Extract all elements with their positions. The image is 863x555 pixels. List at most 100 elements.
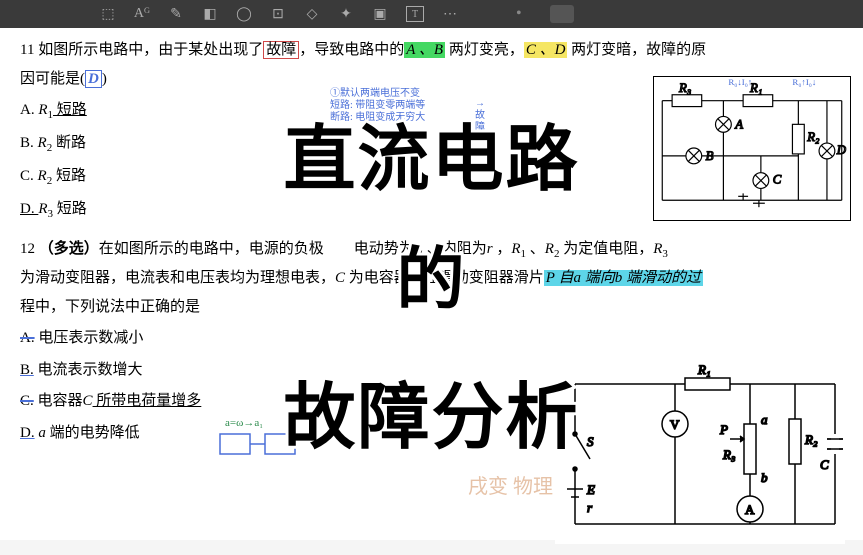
eraser-icon[interactable]: ◧ — [202, 6, 218, 22]
hl-cd: C 、D — [524, 42, 568, 58]
label-S: S — [587, 434, 594, 449]
opt-txt: 断路 — [52, 135, 86, 151]
dot-icon: • — [516, 5, 522, 23]
var-C: C — [335, 270, 345, 286]
opt-label: D. — [20, 425, 35, 441]
ann-sketch: a=ω→a₁ — [215, 414, 365, 474]
label-C: C — [773, 173, 782, 187]
label-C: C — [820, 457, 829, 472]
opt-label: B. — [20, 362, 34, 378]
opt-label: A. — [20, 330, 35, 346]
shapes-icon[interactable]: ◇ — [304, 6, 320, 22]
opt-r: R — [38, 168, 47, 184]
q12-text: 、 — [526, 241, 545, 257]
label-R2: R₂ — [804, 432, 818, 447]
ann-r02: R₀↑I₀↓ — [792, 77, 816, 87]
question-11: 11 如图所示电路中，由于某处出现了故障，导致电路中的A 、B 两灯变亮，C 、… — [20, 36, 843, 65]
q12-text: 程中，下列说法中正确的是 — [20, 299, 200, 315]
q12-text: 、内阻为 — [423, 241, 487, 257]
q12-line2: 为滑动变阻器，电流表和电压表均为理想电表，C 为电容器。在滑动变阻器滑片P 自a… — [20, 264, 843, 293]
label-R3: R₃ — [678, 81, 691, 95]
label-A: A — [734, 117, 743, 131]
label-E: E — [586, 482, 595, 497]
textbox-icon[interactable]: Aᴳ — [134, 6, 150, 22]
fault-box: 故障 — [263, 41, 299, 59]
ann-line: 短路: 带阻变零两端等 — [330, 100, 470, 112]
var-R1: R — [511, 241, 520, 257]
opt-label: A. — [20, 102, 38, 118]
opt-label: D. — [20, 201, 38, 217]
label-D: D — [836, 143, 847, 157]
label-R2: R₂ — [806, 130, 820, 144]
q11-text: ，导致电路中的 — [299, 42, 404, 58]
q12-option-a: A. 电压表示数减小 — [20, 324, 843, 353]
q12-text: 为定值电阻， — [559, 241, 653, 257]
label-a: a — [761, 412, 768, 427]
q12-multi: （多选） — [39, 241, 99, 257]
label-b: b — [761, 470, 768, 485]
ann-line: ①默认两端电压不变 — [330, 88, 470, 100]
q12-text: ， — [493, 241, 512, 257]
label-R1: R₁ — [697, 364, 710, 377]
q11-text: ) — [102, 71, 107, 87]
opt-r: R — [38, 102, 47, 118]
circuit-diagram-2: S E r R₁ V R₃ P a b — [555, 364, 845, 544]
label-r: r — [587, 500, 593, 515]
opt-label: B. — [20, 135, 38, 151]
q12-text: 为电容器。在滑动变阻器滑片 — [345, 270, 544, 286]
q12-text: 电动势为 — [354, 241, 414, 257]
q11-text: 两灯变暗，故障的原 — [567, 42, 706, 58]
opt-txt: 电压表示数减小 — [35, 330, 144, 346]
q12-text: 在如图所示的电路中，电源的负极 — [99, 241, 324, 257]
opt-txt: 短路 — [52, 168, 86, 184]
q12-line3: 程中，下列说法中正确的是 — [20, 293, 843, 322]
opt-txt: 所带电荷量增多 — [93, 393, 202, 409]
opt-txt: 电流表示数增大 — [34, 362, 143, 378]
q12-text: 为滑动变阻器，电流表和电压表均为理想电表， — [20, 270, 335, 286]
annotation-2: a=ω→a₁ — [215, 414, 365, 478]
lasso-icon[interactable]: ◯ — [236, 6, 252, 22]
opt-label: C. — [20, 393, 34, 409]
q11-text: 两灯变亮， — [445, 42, 524, 58]
opt-txt: 短路 — [53, 102, 87, 118]
action-button[interactable] — [550, 5, 574, 23]
label-V: V — [670, 417, 680, 432]
var-C: C — [83, 393, 93, 409]
opt-txt: 短路 — [53, 201, 87, 217]
more-icon[interactable]: ⋯ — [442, 6, 458, 22]
ann-text: a=ω→a₁ — [225, 417, 263, 429]
opt-txt: 电容器 — [34, 393, 83, 409]
q11-text: 因可能是( — [20, 71, 85, 87]
question-12: 12 （多选）在如图所示的电路中，电源的负极接地电动势为E 、内阻为r ，R1 … — [20, 235, 843, 265]
sub: 3 — [662, 248, 668, 260]
ann-arrow: →故障点 — [475, 98, 485, 146]
hl-ab: A 、B — [404, 42, 445, 58]
ann-line: 断路: 电阻变成无穷大 — [330, 112, 470, 124]
opt-txt: 端的电势降低 — [46, 425, 140, 441]
q11-answer: D — [85, 70, 102, 88]
label-P: P — [719, 422, 728, 437]
q11-num: 11 — [20, 42, 34, 58]
label-R3: R₃ — [722, 447, 735, 462]
annotation-1: ①默认两端电压不变 短路: 带阻变零两端等 断路: 电阻变成无穷大 →故障点 — [330, 88, 470, 124]
star-icon[interactable]: ✦ — [338, 6, 354, 22]
opt-r: R — [38, 201, 47, 217]
var-E: E — [414, 241, 423, 257]
label-A: A — [745, 502, 755, 517]
var-R2: R — [545, 241, 554, 257]
q11-text: 如图所示电路中，由于某处出现了 — [38, 42, 263, 58]
text-icon[interactable]: T — [406, 6, 424, 22]
pen-icon[interactable]: ✎ — [168, 6, 184, 22]
opt-r: R — [38, 135, 47, 151]
image-icon[interactable]: ▣ — [372, 6, 388, 22]
var-a: a — [35, 425, 46, 441]
opt-label: C. — [20, 168, 38, 184]
q12-num: 12 — [20, 241, 35, 257]
hl-slide: P 自a 端向b 端滑动的过 — [544, 270, 703, 286]
ann-r01: R₀↓I₀↑ — [728, 77, 752, 87]
toolbar: ⬚ Aᴳ ✎ ◧ ◯ ⊡ ◇ ✦ ▣ T ⋯ • — [0, 0, 863, 28]
watermark: 戌变 物理 — [468, 468, 553, 506]
document-content: 11 如图所示电路中，由于某处出现了故障，导致电路中的A 、B 两灯变亮，C 、… — [0, 28, 863, 540]
crop-icon[interactable]: ⊡ — [270, 6, 286, 22]
select-icon[interactable]: ⬚ — [100, 6, 116, 22]
